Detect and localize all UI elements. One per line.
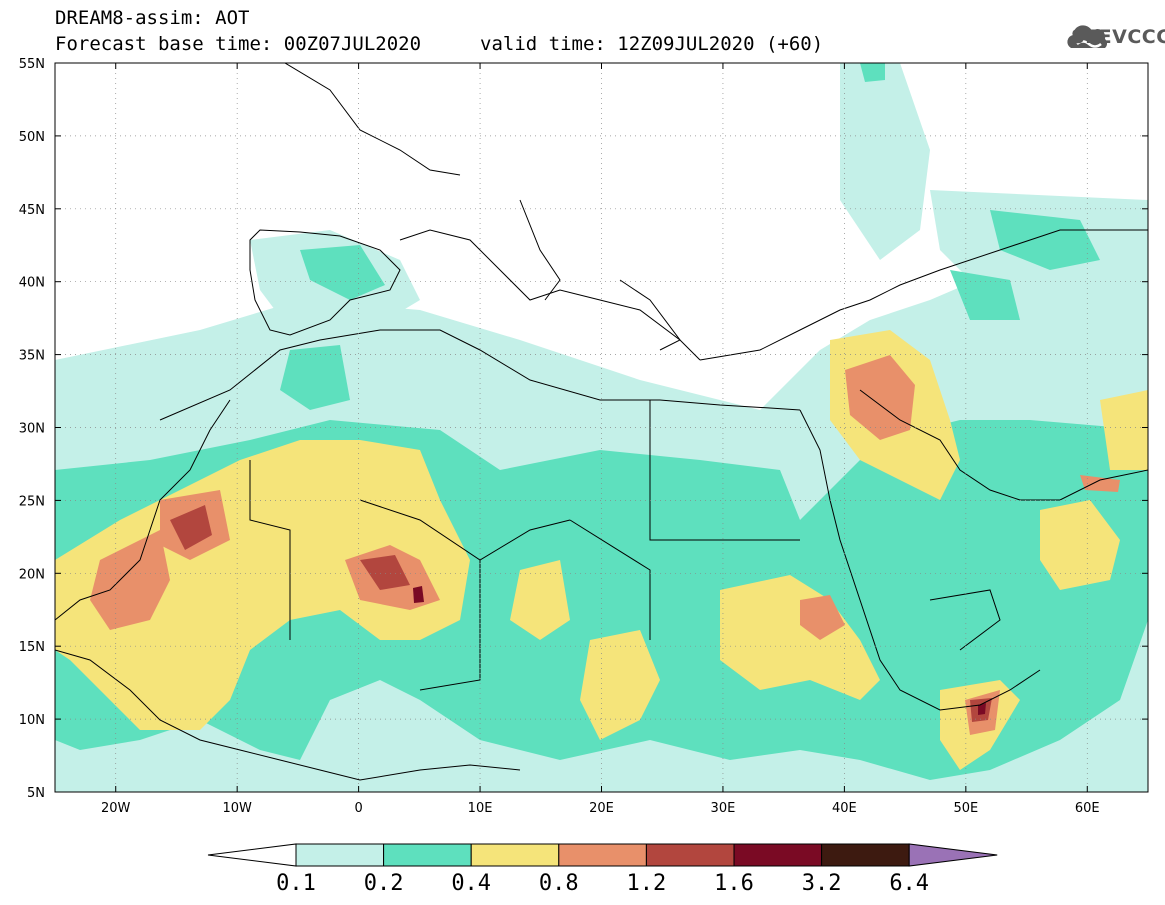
lat-label: 45N	[19, 203, 45, 218]
lon-label: 10W	[222, 801, 252, 816]
colorbar-segment	[733, 843, 823, 867]
colorbar-label: 1.2	[626, 871, 667, 896]
colorbar-label: 0.1	[276, 871, 316, 896]
colorbar-segment	[383, 843, 472, 867]
lon-label: 60E	[1075, 801, 1100, 816]
colorbar-label: 6.4	[889, 871, 930, 896]
lon-label: 0	[354, 801, 362, 816]
lat-label: 20N	[19, 567, 45, 582]
lon-label: 30E	[711, 801, 736, 816]
colorbar-segment	[295, 843, 385, 867]
map-title: DREAM8-assim: AOT	[55, 7, 250, 29]
lat-label: 35N	[19, 349, 45, 364]
lat-label: 15N	[19, 640, 45, 655]
colorbar-label: 1.6	[714, 871, 754, 896]
colorbar-segment	[645, 843, 735, 867]
lon-label: 10E	[468, 801, 493, 816]
colorbar-max-extension	[908, 843, 998, 867]
longitude-labels: 20W 10W 0 10E 20E 30E 40E 50E 60E	[101, 801, 1100, 816]
lon-label: 40E	[832, 801, 857, 816]
lat-label: 30N	[19, 422, 45, 437]
lon-label: 20W	[101, 801, 131, 816]
colorbar-label: 0.2	[363, 871, 404, 896]
colorbar-segment	[821, 843, 910, 867]
lat-label: 55N	[19, 57, 45, 72]
colorbar-segment	[470, 843, 560, 867]
lon-label: 20E	[589, 801, 614, 816]
lon-label: 50E	[953, 801, 978, 816]
latitude-labels: 55N 50N 45N 40N 35N 30N 25N 20N 15N 10N 5N	[19, 57, 45, 801]
forecast-base-time: Forecast base time: 00Z07JUL2020	[55, 33, 422, 55]
colorbar-label: 0.8	[538, 871, 579, 896]
lat-label: 50N	[19, 130, 45, 145]
lat-label: 5N	[27, 786, 45, 801]
lat-label: 10N	[19, 713, 45, 728]
colorbar	[207, 843, 998, 867]
lat-label: 25N	[19, 494, 45, 509]
aot-fields	[55, 63, 1148, 792]
colorbar-segment	[558, 843, 647, 867]
colorbar-min-extension	[207, 843, 297, 867]
colorbar-label: 0.4	[451, 871, 492, 896]
lat-label: 40N	[19, 276, 45, 291]
valid-time: valid time: 12Z09JUL2020 (+60)	[480, 33, 824, 55]
cloud-icon	[1067, 25, 1108, 48]
colorbar-label: 3.2	[801, 871, 842, 896]
logo-text: SEEVCCC	[1071, 26, 1165, 48]
